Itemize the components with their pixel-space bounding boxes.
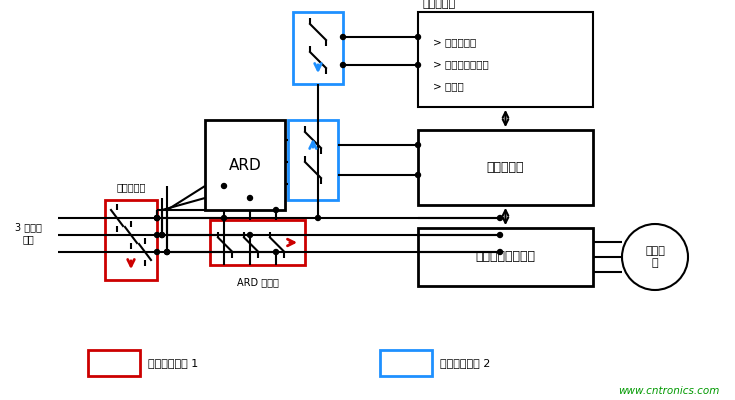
Text: 电源接触器: 电源接触器 xyxy=(116,182,146,192)
Text: 牵引电
机: 牵引电 机 xyxy=(645,246,665,268)
Text: 3 相电源
输入: 3 相电源 输入 xyxy=(15,222,41,244)
Circle shape xyxy=(340,34,345,40)
Bar xyxy=(288,120,338,200)
Circle shape xyxy=(415,142,420,148)
Text: www.cntronics.com: www.cntronics.com xyxy=(619,386,720,396)
Text: 电梯牵引驱动装置: 电梯牵引驱动装置 xyxy=(476,250,536,264)
Circle shape xyxy=(498,216,503,220)
Text: 互锁接触器组 2: 互锁接触器组 2 xyxy=(440,358,490,368)
Circle shape xyxy=(165,250,170,254)
Bar xyxy=(205,120,285,210)
Circle shape xyxy=(154,216,159,220)
Circle shape xyxy=(221,216,226,220)
Bar xyxy=(418,228,593,286)
Bar xyxy=(210,220,305,265)
Circle shape xyxy=(498,232,503,238)
Circle shape xyxy=(498,250,503,254)
Circle shape xyxy=(415,34,420,40)
Bar xyxy=(293,12,343,84)
Circle shape xyxy=(154,250,159,254)
Text: 电梯控制器: 电梯控制器 xyxy=(487,161,524,174)
Circle shape xyxy=(415,172,420,178)
Text: 其他子系统: 其他子系统 xyxy=(423,0,456,9)
Circle shape xyxy=(221,184,226,188)
Circle shape xyxy=(622,224,688,290)
Circle shape xyxy=(154,216,159,220)
Bar xyxy=(380,350,432,376)
Circle shape xyxy=(315,216,320,220)
Circle shape xyxy=(159,232,165,238)
Circle shape xyxy=(273,208,279,212)
Circle shape xyxy=(159,232,165,238)
Text: > 门机控制器: > 门机控制器 xyxy=(433,37,476,47)
Circle shape xyxy=(154,232,159,238)
Text: 互锁接触器组 1: 互锁接触器组 1 xyxy=(148,358,198,368)
Circle shape xyxy=(248,232,253,238)
Bar xyxy=(418,130,593,205)
Text: > 安全链: > 安全链 xyxy=(433,81,464,91)
Circle shape xyxy=(415,62,420,68)
Circle shape xyxy=(340,62,345,68)
Circle shape xyxy=(248,196,253,200)
Bar xyxy=(88,350,140,376)
Text: ARD 接触器: ARD 接触器 xyxy=(237,277,279,287)
Bar xyxy=(418,12,593,107)
Circle shape xyxy=(165,250,170,254)
Circle shape xyxy=(154,216,159,220)
Bar xyxy=(105,200,157,280)
Text: ARD: ARD xyxy=(229,158,262,172)
Text: > 电梯制动控制器: > 电梯制动控制器 xyxy=(433,59,489,69)
Circle shape xyxy=(273,250,279,254)
